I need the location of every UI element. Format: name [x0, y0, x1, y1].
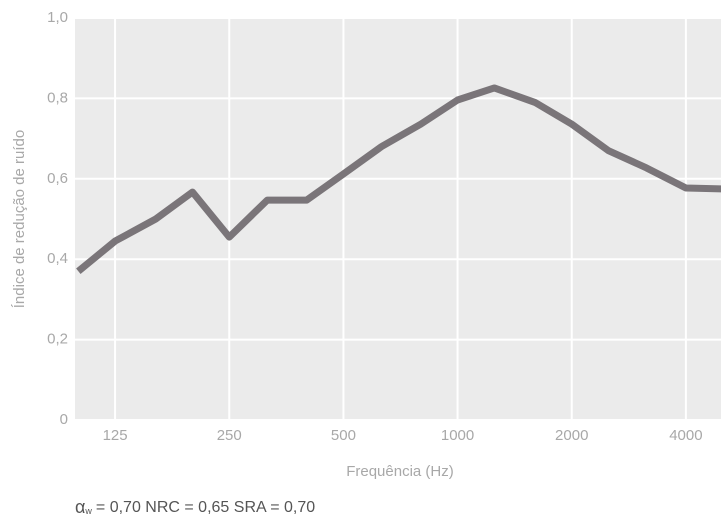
- plot-area: [75, 18, 721, 420]
- annotation-subscript: w: [84, 506, 92, 516]
- annotation-symbol: α: [75, 497, 85, 517]
- y-tick-label: 0: [60, 411, 68, 428]
- annotation: αw = 0,70 NRC = 0,65 SRA = 0,70: [75, 497, 315, 517]
- x-tick-label: 4000: [669, 427, 702, 444]
- x-tick-label: 1000: [441, 427, 474, 444]
- y-tick-label: 1,0: [47, 9, 68, 26]
- x-tick-label: 2000: [555, 427, 588, 444]
- x-tick-label: 250: [217, 427, 242, 444]
- annotation-text: = 0,70 NRC = 0,65 SRA = 0,70: [96, 499, 315, 516]
- x-tick-label: 125: [103, 427, 128, 444]
- y-tick-label: 0,6: [47, 170, 68, 187]
- y-tick-label: 0,8: [47, 89, 68, 106]
- y-axis-label: Índice de redução de ruído: [11, 130, 28, 308]
- data-line: [76, 84, 721, 274]
- x-tick-label: 500: [331, 427, 356, 444]
- x-axis-label: Frequência (Hz): [346, 463, 454, 480]
- y-tick-label: 0,2: [47, 331, 68, 348]
- y-tick-label: 0,4: [47, 250, 68, 267]
